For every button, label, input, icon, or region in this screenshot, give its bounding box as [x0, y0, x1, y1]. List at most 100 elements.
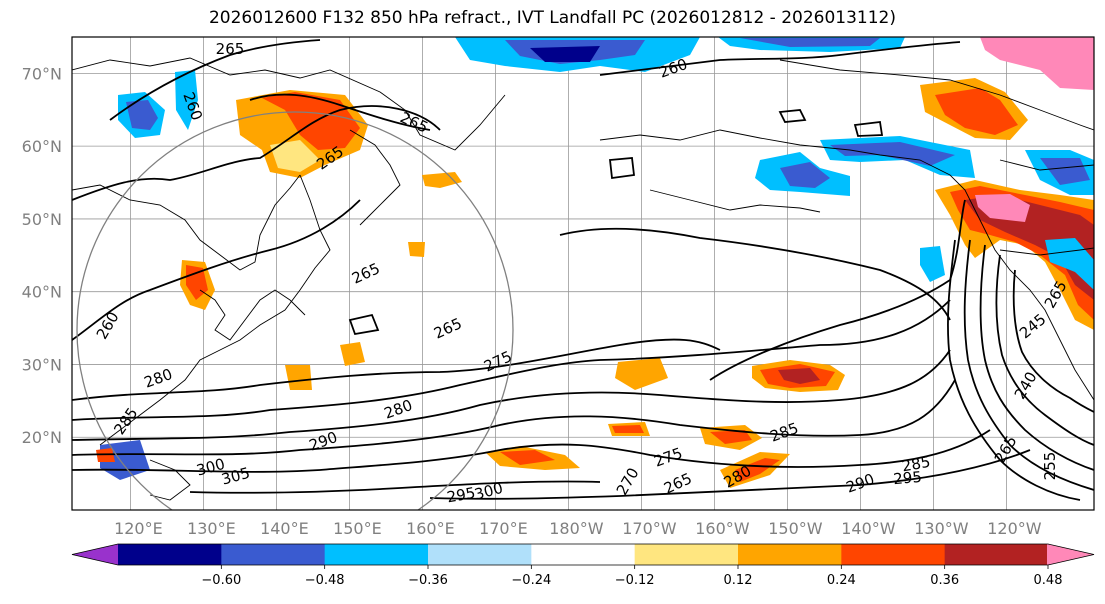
colorbar-tick-label: −0.36 — [408, 573, 448, 588]
contour-line — [72, 105, 441, 201]
shade-blob — [975, 194, 1030, 222]
contour-line — [947, 239, 1081, 501]
coastline — [349, 129, 401, 226]
latitude-labels: 70°N 60°N 50°N 40°N 30°N 20°N — [22, 64, 62, 447]
colorbar-extend-high — [1047, 544, 1094, 565]
longitude-label: 140°E — [260, 519, 309, 538]
shade-blob — [615, 358, 668, 390]
shade-blob — [780, 162, 830, 188]
contour-line — [348, 313, 380, 336]
contour-line — [778, 109, 807, 123]
contours — [72, 39, 1094, 501]
longitude-label: 120°E — [114, 519, 163, 538]
longitude-label: 150°W — [768, 519, 823, 538]
contour-line — [995, 254, 1094, 446]
longitude-labels: 120°E 130°E 140°E 150°E 160°E 170°E 180°W 170°W… — [114, 519, 1042, 538]
shade-blob — [740, 38, 880, 47]
colorbar-extend-low — [72, 544, 119, 565]
longitude-label: 120°W — [987, 519, 1042, 538]
contour-value-label: 255 — [1041, 452, 1059, 481]
contour-line — [109, 39, 321, 121]
map-frame — [71, 36, 1095, 511]
colorbar-tick-label: −0.12 — [615, 573, 655, 588]
contour-line — [72, 199, 361, 341]
longitude-label: 160°E — [406, 519, 455, 538]
colorbar-tick-label: −0.60 — [201, 573, 241, 588]
coastline — [99, 174, 331, 446]
contour-line — [72, 338, 721, 401]
shade-blob — [965, 195, 1094, 300]
contour-line — [709, 199, 966, 381]
latitude-label: 40°N — [22, 283, 62, 302]
coastlines — [72, 57, 1094, 501]
latitude-label: 50°N — [22, 210, 62, 229]
shade-blob — [408, 242, 425, 257]
contour-line — [72, 429, 991, 473]
contour-line — [72, 299, 951, 421]
coastline — [72, 174, 301, 271]
coastline — [999, 247, 1094, 256]
longitude-label: 150°E — [333, 519, 382, 538]
shade-blob — [920, 246, 945, 282]
shade-blob — [1040, 158, 1090, 185]
contour-line — [429, 449, 1031, 500]
shade-blob — [530, 46, 600, 62]
latitude-label: 60°N — [22, 137, 62, 156]
shade-blob — [175, 70, 198, 130]
map-title: 2026012600 F132 850 hPa refract., IVT La… — [208, 8, 896, 28]
coastline — [999, 159, 1094, 171]
longitude-label: 170°E — [479, 519, 528, 538]
shade-blob — [612, 425, 644, 433]
coastline — [599, 129, 1094, 401]
shade-blob — [422, 172, 462, 188]
contour-line — [963, 239, 1094, 491]
contour-line — [249, 93, 431, 131]
longitude-label: 180°W — [549, 519, 604, 538]
colorbar-segment — [531, 544, 636, 565]
colorbar-tick-label: 0.12 — [724, 573, 753, 588]
colorbar-segment — [944, 544, 1049, 565]
contour-line — [599, 41, 961, 76]
colorbar-segment — [634, 544, 739, 565]
shade-blob — [340, 342, 365, 366]
longitude-label: 140°W — [841, 519, 896, 538]
contour-value-label: 285 — [900, 453, 931, 476]
latitude-label: 70°N — [22, 64, 62, 83]
colorbar-segment — [324, 544, 429, 565]
shade-blob — [710, 430, 752, 444]
colorbar-tick-label: 0.48 — [1034, 573, 1063, 588]
contour-line — [559, 227, 951, 321]
colorbar-segment — [221, 544, 326, 565]
colorbar: −0.60 −0.48 −0.36 −0.24 −0.12 0.12 0.24 0.36 0.4… — [71, 543, 1095, 588]
contour-line — [1012, 269, 1094, 413]
colorbar-segment — [738, 544, 842, 565]
longitude-label: 170°W — [622, 519, 677, 538]
shade-blob — [830, 142, 955, 166]
shade-blob — [285, 365, 312, 390]
colorbar-tick-label: −0.48 — [305, 573, 345, 588]
contour-line — [72, 349, 951, 441]
contour-line — [72, 379, 956, 456]
shade-blob — [262, 92, 360, 150]
contour-value-label: 295 — [893, 468, 923, 488]
colorbar-tick-label: −0.24 — [511, 573, 551, 588]
colorbar-segment — [841, 544, 946, 565]
contour-line — [979, 244, 1094, 471]
shade-blob — [735, 458, 780, 482]
colorbar-outline — [71, 543, 1095, 566]
latitude-label: 20°N — [22, 428, 62, 447]
contour-value-label: 265 — [216, 40, 245, 58]
shade-blob — [778, 368, 820, 384]
latitude-label: 30°N — [22, 355, 62, 374]
colorbar-tick-label: 0.24 — [827, 573, 856, 588]
coastline — [149, 459, 191, 501]
shade-blob — [126, 100, 158, 130]
contour-line — [853, 121, 884, 137]
colorbar-tick-label: 0.36 — [930, 573, 959, 588]
colorbar-segment — [118, 544, 222, 565]
coastline — [199, 289, 306, 341]
contour-line — [189, 480, 601, 494]
title-bar: 2026012600 F132 850 hPa refract., IVT La… — [0, 0, 1105, 36]
